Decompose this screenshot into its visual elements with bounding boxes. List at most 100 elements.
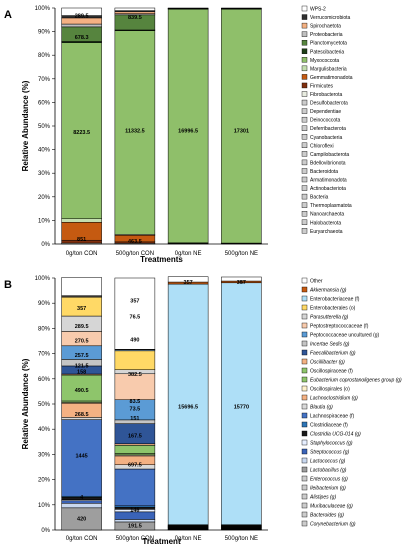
legend-label: Corynebacterium (g) xyxy=(310,522,356,528)
legend-swatch xyxy=(301,5,308,12)
data-label: 17301 xyxy=(234,129,249,135)
legend-swatch xyxy=(301,142,308,149)
bar-segment xyxy=(114,445,156,454)
legend-swatch xyxy=(301,322,308,329)
legend-swatch xyxy=(301,313,308,320)
y-tick-label: 10% xyxy=(38,503,51,509)
legend-label: Fibrobacterota xyxy=(310,92,342,98)
legend-label: Peptococcaceae uncultured (g) xyxy=(310,333,380,339)
legend-label: Patescibacteria xyxy=(310,49,344,55)
legend-swatch xyxy=(301,99,308,106)
legend-label: Staphylococcus (g) xyxy=(310,441,353,447)
legend-swatch xyxy=(301,430,308,437)
legend-label: Chloroflexi xyxy=(310,143,334,149)
bar-segment xyxy=(61,42,102,219)
legend-label: Clostridia UCG-014 (g) xyxy=(310,432,361,438)
legend-label: Armatimonadota xyxy=(310,178,347,184)
x-tick-label: 500g/ton NE xyxy=(225,251,258,257)
legend-swatch xyxy=(301,202,308,208)
legend-swatch xyxy=(301,457,308,464)
y-tick-label: 100% xyxy=(35,276,51,282)
bar-segment xyxy=(221,282,262,525)
bar-segment xyxy=(167,283,209,525)
legend-swatch xyxy=(301,466,308,473)
x-axis-label: Treatments xyxy=(140,255,183,264)
bar-segment xyxy=(221,276,262,282)
data-label: 490.5 xyxy=(75,388,89,394)
x-tick-label: 0g/ton CON xyxy=(66,251,98,257)
legend-label: Lactococcus (g) xyxy=(310,459,346,465)
legend-label: Enterococcus (g) xyxy=(310,477,348,483)
legend-swatch xyxy=(301,394,308,401)
bar-segment xyxy=(114,277,156,350)
chart-panel-A: A 0% 10% 20% 30% 40% 50% 60% 70% 80% 90% 100% Relati… xyxy=(4,5,353,264)
y-tick-label: 0% xyxy=(41,242,50,248)
y-tick-label: 20% xyxy=(38,478,51,484)
x-tick-label: 500g/ton CON xyxy=(116,251,154,257)
legend-swatch xyxy=(301,40,308,46)
y-tick-label: 30% xyxy=(38,171,51,177)
legend-swatch xyxy=(301,403,308,410)
x-tick-label: 0g/ton CON xyxy=(66,536,98,542)
legend-swatch xyxy=(301,31,308,37)
legend-swatch xyxy=(301,376,308,383)
legend-label: Planctomycetota xyxy=(310,41,347,47)
legend-swatch xyxy=(301,385,308,392)
legend-swatch xyxy=(301,151,308,157)
legend-label: Ileibacterium (g) xyxy=(310,486,346,492)
legend-label: Enterobacteriaceae (f) xyxy=(310,297,360,303)
legend-swatch xyxy=(301,304,308,311)
y-tick-label: 20% xyxy=(38,195,51,201)
y-tick-label: 70% xyxy=(38,352,51,358)
legend-label: Lactobacillus (g) xyxy=(310,468,347,474)
legend-label: Proteobacteria xyxy=(310,32,343,38)
legend-label: Verrucomicrobiota xyxy=(310,15,351,21)
legend-swatch xyxy=(301,439,308,446)
x-tick-label: 0g/ton NE xyxy=(175,251,202,257)
legend-label: Desulfobacterota xyxy=(310,101,348,107)
legend-swatch xyxy=(301,277,308,284)
legend-label: Dependentiae xyxy=(310,109,341,115)
data-label: 15696.5 xyxy=(178,405,198,411)
legend-label: Cyanobacteria xyxy=(310,135,342,141)
legend: Other Akkermansia (g) Enterobacteriaceae (… xyxy=(301,277,402,528)
legend-swatch xyxy=(301,493,308,500)
bar-segment xyxy=(114,373,156,400)
legend-swatch xyxy=(301,176,308,183)
bar-segment xyxy=(114,350,156,370)
legend-label: Akkermansia (g) xyxy=(309,288,347,294)
legend-swatch xyxy=(301,116,308,123)
legend-label: Bdellovibrionota xyxy=(310,160,346,166)
data-label: 167.5 xyxy=(128,434,142,440)
y-tick-label: 60% xyxy=(38,100,51,106)
bar-segment xyxy=(61,277,102,296)
data-label: 151 xyxy=(130,416,139,422)
legend-label: Halobacterota xyxy=(310,220,341,226)
y-tick-label: 50% xyxy=(38,402,51,408)
data-label: 191.5 xyxy=(128,524,142,530)
bar-segment xyxy=(114,7,156,11)
legend-swatch xyxy=(301,65,308,72)
data-label: 15770 xyxy=(234,405,249,411)
legend-label: Oscillibacter (g) xyxy=(310,360,345,366)
bar-segment xyxy=(167,276,209,283)
data-label: 1445 xyxy=(76,454,88,460)
bar-segment xyxy=(167,8,209,244)
legend-swatch xyxy=(301,48,308,54)
legend-swatch xyxy=(301,82,308,89)
legend-label: Firmicutes xyxy=(310,83,334,89)
data-label: 11332.5 xyxy=(125,129,145,135)
legend-swatch xyxy=(301,57,308,63)
legend-label: Deferribacterota xyxy=(310,126,346,132)
legend-label: Campilobacterota xyxy=(310,152,349,158)
legend-swatch xyxy=(301,511,308,518)
data-label: 697.5 xyxy=(128,462,142,468)
legend-label: Blautia (g) xyxy=(310,405,333,411)
data-label: 420 xyxy=(77,516,86,522)
legend: WPS-2 Verrucomicrobiota Spirochaetota Prote… xyxy=(301,5,353,235)
bar-segment xyxy=(61,7,102,16)
legend-label: Muribaculaceae (g) xyxy=(310,504,353,510)
legend-swatch xyxy=(301,358,308,365)
data-label: 463.5 xyxy=(128,239,142,245)
